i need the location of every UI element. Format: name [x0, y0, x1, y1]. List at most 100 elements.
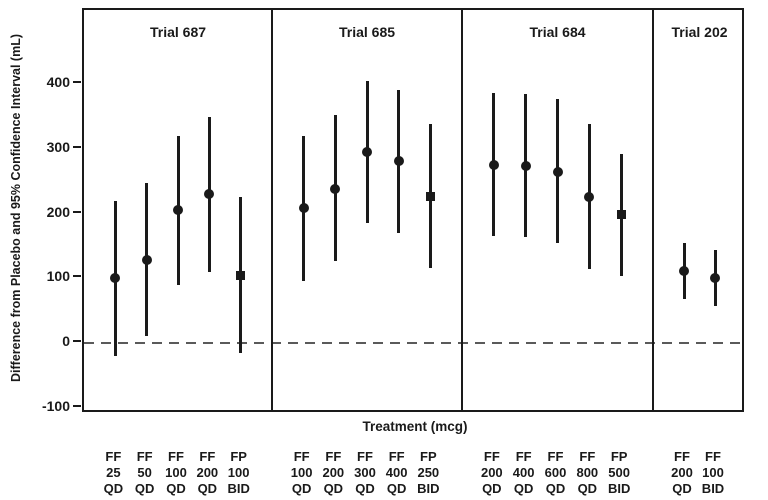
point-estimate-circle-marker [204, 189, 215, 200]
x-tick-treatment-label: FF 50 QD [135, 449, 155, 497]
treatment-label-line: 500 [608, 465, 631, 480]
treatment-label-line: 200 [322, 465, 345, 480]
y-tick-label: 100 [46, 268, 70, 285]
plot-area: Trial 687 Trial 685 Trial 684 Trial 202 [82, 8, 744, 412]
point-estimate-circle-marker [552, 166, 563, 177]
y-tick-label: 200 [46, 203, 70, 220]
treatment-label-line: 800 [576, 465, 599, 480]
treatment-label-line: QD [672, 481, 692, 496]
treatment-label-line: FF [483, 449, 500, 464]
treatment-label-line: BID [607, 481, 631, 496]
trial-label: Trial 685 [338, 24, 396, 40]
treatment-label-line: FF [325, 449, 342, 464]
panel-divider [460, 10, 464, 410]
y-axis-tick [73, 210, 81, 213]
x-tick-treatment-label: FF 100 QD [165, 449, 187, 497]
point-estimate-circle-marker [393, 156, 404, 167]
trial-label: Trial 202 [671, 24, 728, 40]
y-axis-tick [73, 339, 81, 342]
x-tick-treatment-label: FF 100 BID [702, 449, 724, 497]
treatment-label-line: QD [513, 481, 534, 496]
treatment-label-line: FF [357, 449, 373, 464]
point-estimate-circle-marker [298, 203, 309, 214]
treatment-label-line: QD [134, 481, 155, 496]
point-estimate-circle-marker [362, 147, 372, 158]
x-tick-treatment-label: FF 600 QD [545, 449, 567, 497]
treatment-label-line: QD [166, 481, 186, 496]
treatment-label-line: 50 [137, 465, 152, 480]
trial-label: Trial 687 [149, 24, 207, 40]
treatment-label-line: FF [705, 449, 721, 464]
x-tick-treatment-label: FP 250 BID [417, 449, 439, 497]
treatment-label-line: QD [482, 481, 502, 496]
treatment-label-line: FF [199, 449, 216, 464]
treatment-label-line: FF [579, 449, 596, 464]
x-tick-treatment-label: FF 400 QD [513, 449, 535, 497]
treatment-label-line: 100 [165, 465, 187, 480]
y-axis-tick [73, 145, 81, 148]
x-tick-treatment-label: FF 800 QD [576, 449, 598, 497]
point-estimate-circle-marker [330, 184, 341, 195]
treatment-label-line: 25 [106, 465, 121, 480]
x-tick-treatment-label: FF 200 QD [322, 449, 344, 497]
panel-divider [270, 10, 274, 410]
treatment-label-line: FP [420, 449, 437, 464]
treatment-label-line: BID [227, 481, 250, 496]
treatment-label-line: QD [386, 481, 407, 496]
treatment-label-line: 100 [227, 465, 250, 480]
x-tick-treatment-label: FF 200 QD [481, 449, 503, 497]
treatment-label-line: 200 [196, 465, 219, 480]
x-tick-treatment-label: FF 200 QD [671, 449, 693, 497]
treatment-label-line: BID [701, 481, 725, 496]
treatment-label-line: FP [610, 449, 628, 464]
y-tick-label: -100 [41, 397, 70, 414]
point-estimate-circle-marker [584, 191, 595, 202]
point-estimate-square-marker [425, 191, 435, 201]
trial-label: Trial 684 [529, 24, 586, 40]
y-axis-tick [73, 404, 81, 407]
treatment-label-line: QD [197, 481, 218, 496]
treatment-label-line: FF [547, 449, 564, 464]
treatment-label-line: 100 [702, 465, 724, 480]
x-tick-treatment-label: FP 100 BID [227, 449, 249, 497]
treatment-label-line: FF [674, 449, 690, 464]
treatment-label-line: FF [515, 449, 532, 464]
treatment-label-line: 400 [385, 465, 408, 480]
y-axis-tick [73, 275, 81, 278]
zero-reference-line [84, 341, 742, 344]
point-estimate-circle-marker [679, 266, 689, 277]
treatment-label-line: QD [323, 481, 344, 496]
treatment-label-line: FF [168, 449, 184, 464]
treatment-label-line: FF [136, 449, 153, 464]
treatment-label-line: 300 [354, 465, 376, 480]
point-estimate-circle-marker [710, 273, 720, 284]
treatment-label-line: QD [291, 481, 312, 496]
point-estimate-circle-marker [488, 160, 499, 171]
y-axis-tick [73, 81, 81, 84]
treatment-label-line: FF [293, 449, 310, 464]
treatment-label-line: QD [545, 481, 566, 496]
treatment-label-line: QD [577, 481, 598, 496]
treatment-label-line: QD [355, 481, 375, 496]
x-tick-treatment-label: FF 200 QD [196, 449, 218, 497]
x-tick-treatment-label: FF 25 QD [104, 449, 124, 497]
point-estimate-circle-marker [173, 205, 183, 216]
x-tick-treatment-label: FP 500 BID [608, 449, 630, 497]
treatment-label-line: 100 [290, 465, 313, 480]
treatment-label-line: BID [417, 481, 440, 496]
point-estimate-circle-marker [520, 161, 531, 172]
y-tick-label: 300 [46, 138, 70, 155]
x-tick-treatment-label: FF 300 QD [354, 449, 376, 497]
treatment-label-line: FF [388, 449, 405, 464]
panel-divider [651, 10, 655, 410]
point-estimate-square-marker [236, 270, 246, 280]
treatment-label-line: FP [230, 449, 247, 464]
point-estimate-circle-marker [141, 255, 152, 266]
treatment-label-line: 600 [544, 465, 567, 480]
treatment-label-line: 200 [480, 465, 503, 480]
x-axis-title: Treatment (mcg) [362, 419, 468, 434]
x-tick-treatment-label: FF 400 QD [386, 449, 408, 497]
y-tick-label: 0 [62, 332, 70, 349]
point-estimate-square-marker [616, 210, 626, 220]
